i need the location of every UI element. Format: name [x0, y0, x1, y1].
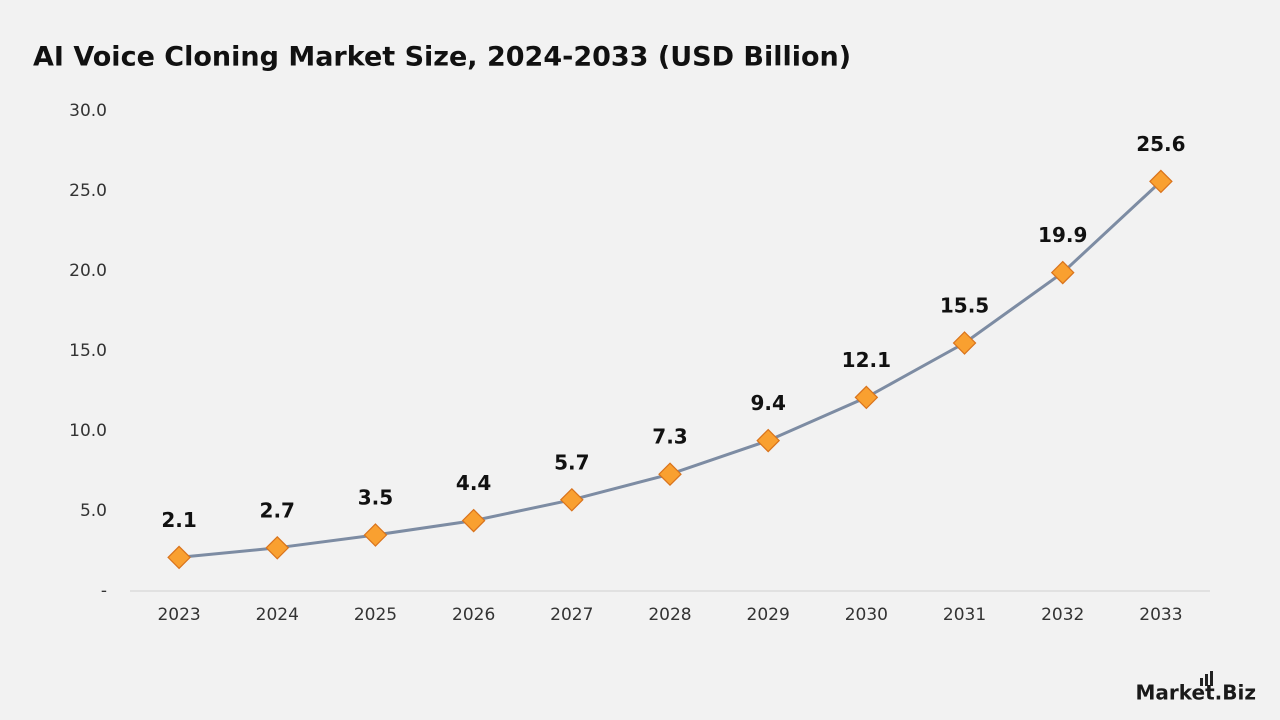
x-tick-label: 2024	[256, 605, 299, 625]
x-tick-label: 2033	[1139, 605, 1182, 625]
x-tick-label: 2026	[452, 605, 495, 625]
value-label: 7.3	[652, 425, 687, 449]
marker	[756, 428, 781, 453]
marker	[265, 535, 290, 560]
value-label: 5.7	[554, 450, 589, 474]
y-tick-label: 5.0	[80, 501, 107, 521]
y-tick-label: 30.0	[69, 101, 107, 121]
value-label: 25.6	[1136, 132, 1185, 156]
marker	[952, 331, 977, 355]
x-tick-label: 2031	[943, 605, 986, 625]
value-label: 2.1	[161, 508, 196, 532]
logo: Market.Biz	[1136, 681, 1257, 705]
logo-icon	[1200, 671, 1213, 686]
marker	[658, 462, 682, 487]
value-label: 12.1	[842, 348, 891, 372]
value-label: 15.5	[940, 294, 989, 318]
x-tick-label: 2032	[1041, 605, 1084, 625]
marker	[1149, 169, 1173, 194]
line	[178, 180, 1162, 559]
x-tick-label: 2030	[845, 605, 888, 625]
value-label: 2.7	[260, 498, 295, 522]
y-tick-label: 20.0	[69, 261, 107, 281]
marker	[559, 487, 584, 512]
value-label: 4.4	[456, 471, 491, 495]
marker	[854, 385, 879, 410]
y-tick-label: 10.0	[69, 421, 107, 441]
y-tick-label: 25.0	[69, 181, 107, 201]
marker	[461, 508, 486, 533]
value-label: 3.5	[358, 486, 393, 510]
y-tick-label: 15.0	[69, 341, 107, 361]
x-tick-label: 2028	[648, 605, 691, 625]
marker	[363, 523, 388, 547]
value-label: 9.4	[750, 391, 785, 415]
x-tick-label: 2023	[157, 605, 200, 625]
value-label: 19.9	[1038, 223, 1087, 247]
x-tick-label: 2025	[354, 605, 397, 625]
x-tick-label: 2027	[550, 605, 593, 625]
marker	[167, 545, 191, 570]
chart-title: AI Voice Cloning Market Size, 2024-2033 …	[33, 42, 851, 73]
marker	[1050, 260, 1075, 285]
x-tick-label: 2029	[747, 605, 790, 625]
y-tick-label: -	[101, 581, 107, 601]
